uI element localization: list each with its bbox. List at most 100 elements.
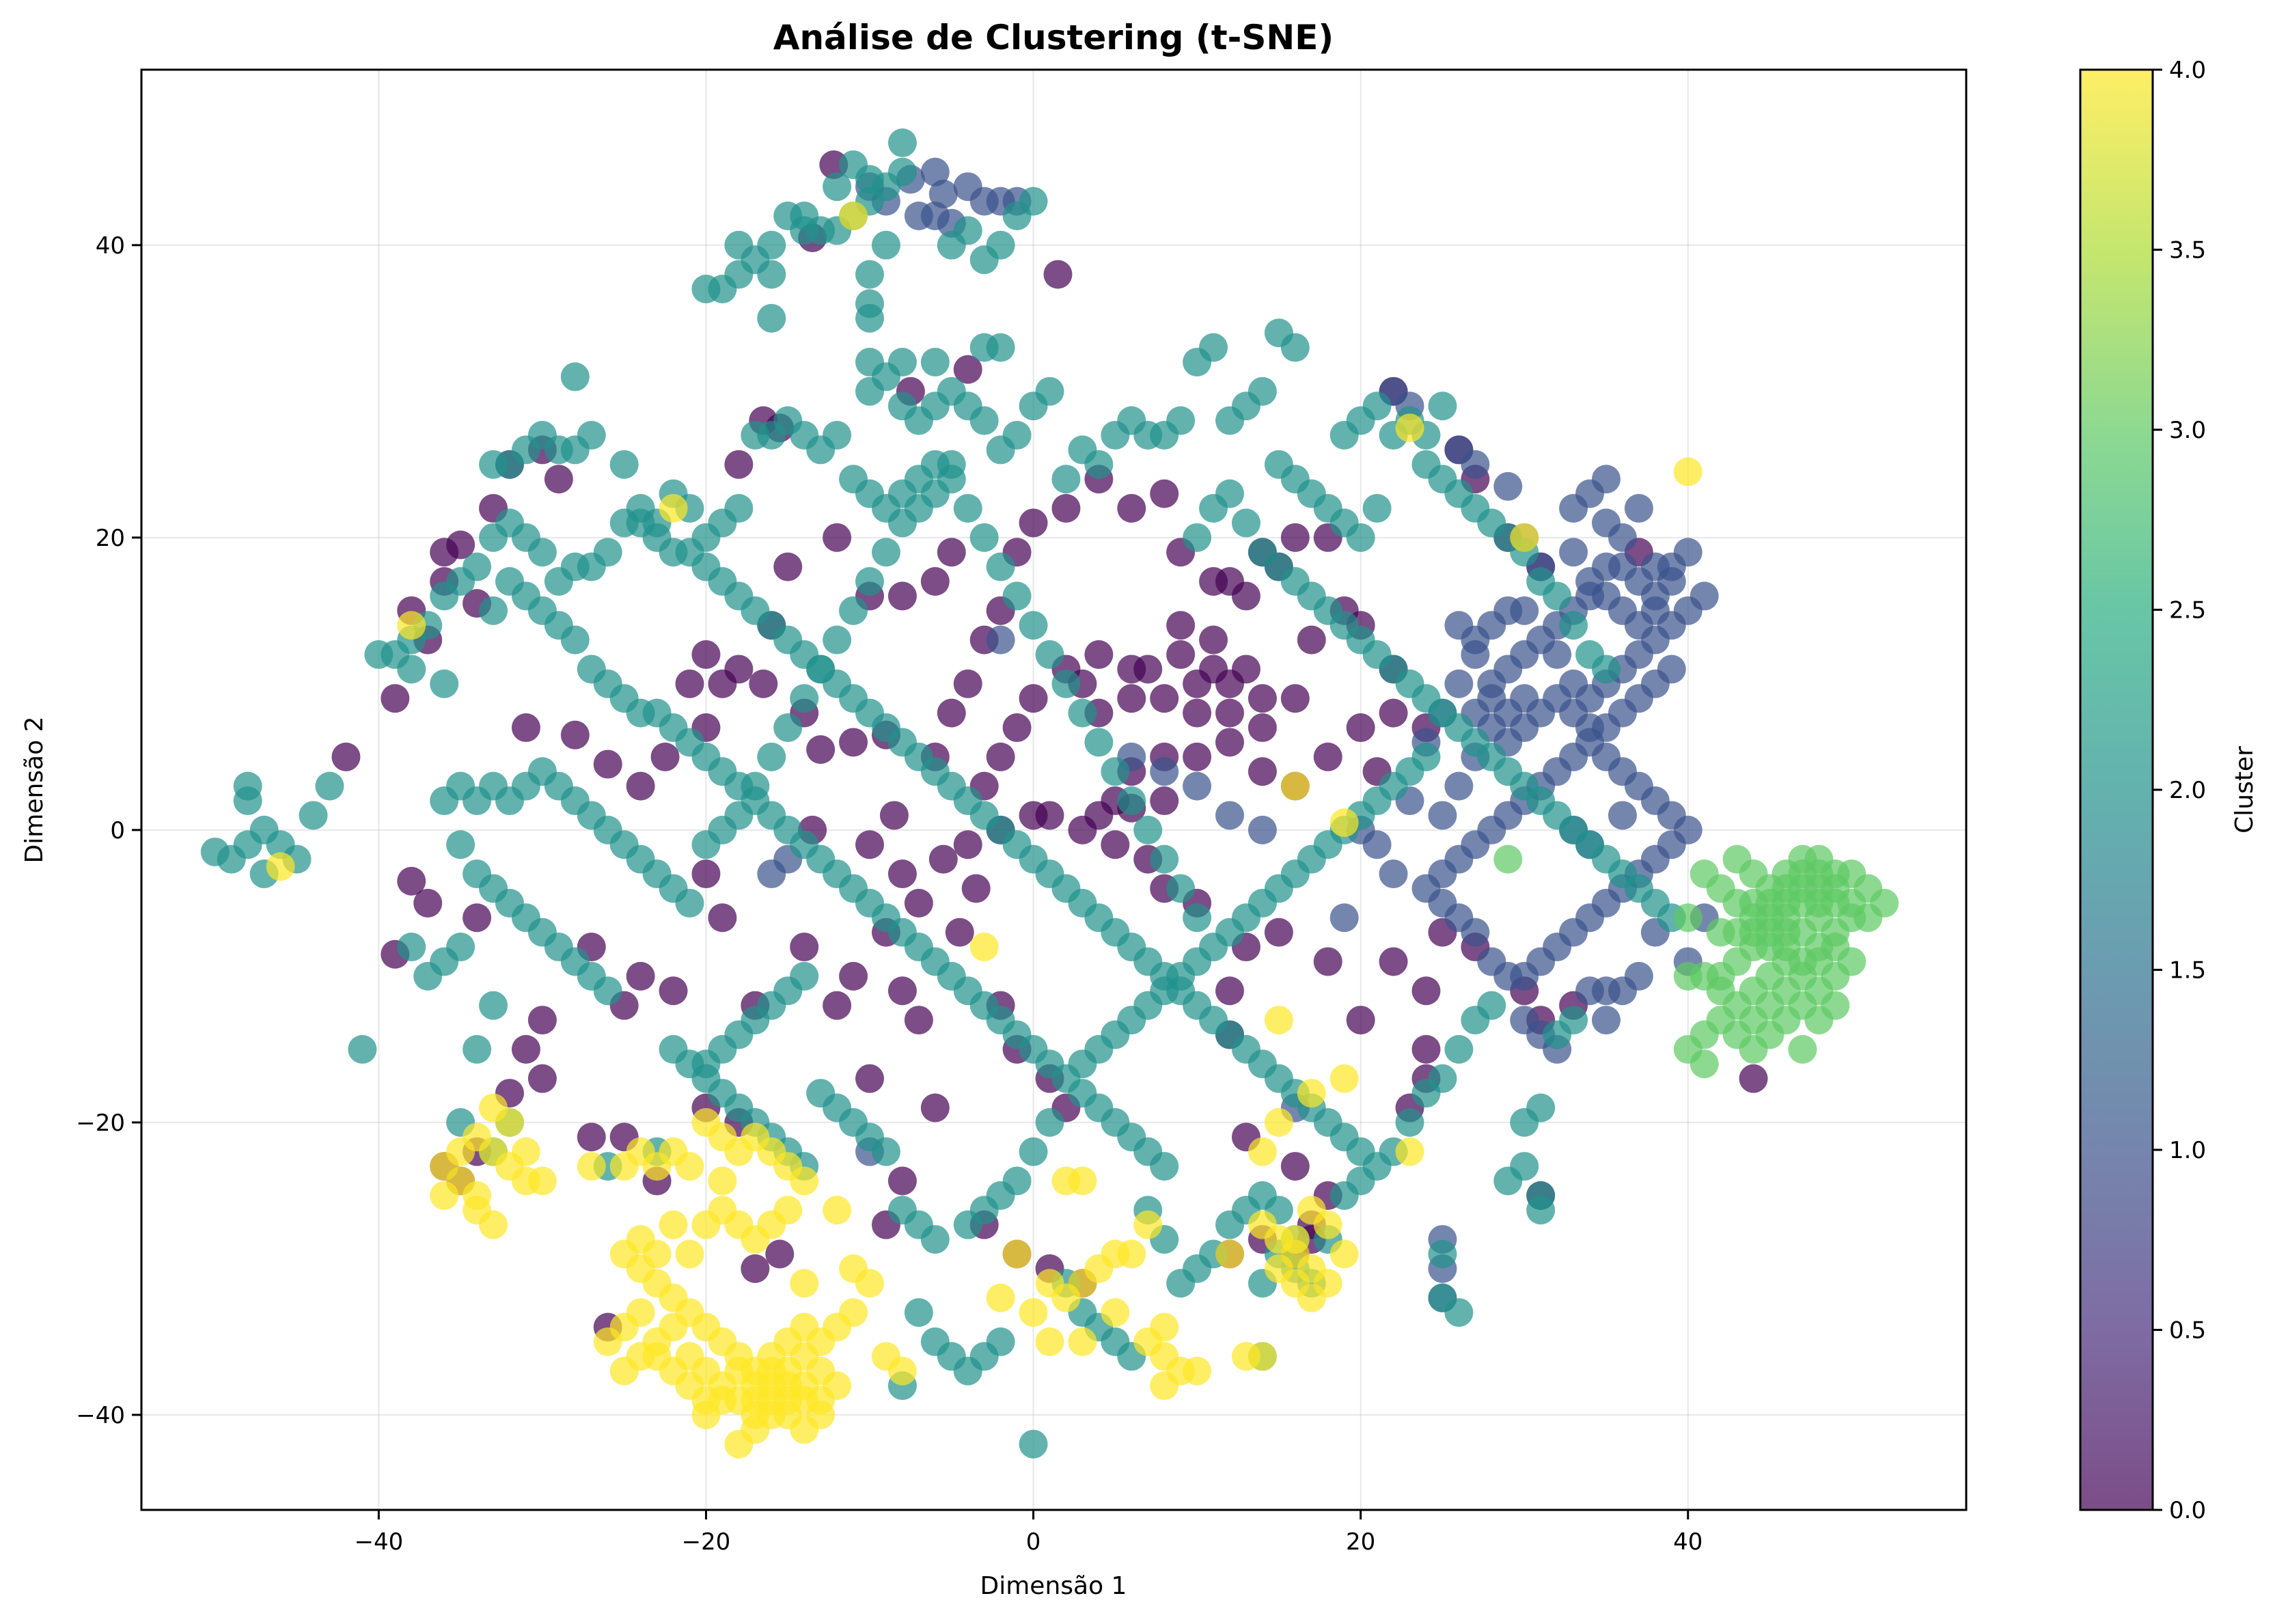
data-point-cluster-4 [855,1269,885,1298]
data-point-cluster-4 [527,1166,557,1196]
colorbar-label: Cluster [2231,746,2259,834]
data-point-cluster-3 [1853,903,1883,933]
data-point-cluster-0 [1346,1006,1375,1035]
data-point-cluster-4 [887,1356,917,1386]
data-point-cluster-0 [1411,976,1441,1006]
data-point-cluster-0 [724,450,754,479]
data-point-cluster-2 [887,128,917,158]
data-point-cluster-2 [1346,523,1375,552]
data-point-cluster-2 [920,348,950,377]
data-point-cluster-2 [1444,1298,1474,1327]
data-point-cluster-2 [871,1137,900,1166]
data-point-cluster-2 [855,348,885,377]
data-point-cluster-0 [953,355,982,384]
data-point-cluster-4 [806,1400,836,1429]
data-point-cluster-3 [1821,859,1850,889]
data-point-cluster-4 [626,1254,655,1283]
data-point-cluster-2 [315,771,344,801]
data-point-cluster-4 [839,202,868,231]
data-point-cluster-2 [1510,1152,1539,1181]
data-point-cluster-4 [430,1181,459,1210]
data-point-cluster-1 [1477,947,1506,976]
data-point-cluster-0 [1199,625,1228,655]
data-point-cluster-0 [823,523,852,552]
colorbar-tick-label: 0.5 [2169,1317,2206,1345]
data-point-cluster-4 [708,1123,737,1152]
data-point-cluster-0 [823,991,852,1020]
data-point-cluster-0 [527,1006,557,1035]
data-point-cluster-1 [1215,801,1245,830]
data-point-cluster-2 [1002,421,1032,450]
data-point-cluster-4 [1215,1239,1245,1269]
data-point-cluster-2 [855,165,885,194]
plot-frame [140,68,1968,1511]
data-point-cluster-1 [1559,538,1588,567]
data-point-cluster-2 [855,260,885,289]
colorbar-tick-label: 2.0 [2169,777,2206,804]
data-point-cluster-2 [1150,844,1179,874]
y-tick-label: 40 [96,232,125,260]
data-point-cluster-0 [1411,1034,1441,1064]
data-point-cluster-1 [1591,465,1621,494]
y-tick-label: −40 [76,1402,125,1429]
data-point-cluster-0 [1215,728,1245,757]
data-point-cluster-2 [397,655,426,684]
data-point-cluster-0 [626,771,655,801]
data-point-cluster-4 [1231,1342,1260,1371]
data-point-cluster-0 [937,698,966,728]
data-point-cluster-2 [463,1034,492,1064]
data-point-cluster-0 [1019,508,1048,538]
data-point-cluster-2 [790,684,819,713]
x-tick-label: 0 [1026,1528,1041,1556]
data-point-cluster-0 [511,1034,540,1064]
data-point-cluster-2 [691,1049,721,1079]
data-point-cluster-1 [1428,801,1457,830]
data-point-cluster-2 [479,450,508,479]
data-point-cluster-4 [577,1152,606,1181]
data-point-cluster-2 [1166,874,1196,903]
data-point-cluster-0 [1084,640,1114,670]
x-tick-label: 20 [1346,1528,1375,1556]
x-tick-label: −40 [354,1528,403,1556]
data-point-cluster-4 [839,1298,868,1327]
data-point-cluster-0 [1150,479,1179,508]
data-point-cluster-0 [945,918,974,947]
y-axis-label: Dimensão 2 [20,717,49,864]
data-point-cluster-4 [986,1283,1015,1312]
data-point-cluster-4 [1329,1239,1359,1269]
data-point-cluster-0 [1247,684,1277,713]
data-point-cluster-1 [1362,830,1392,859]
data-point-cluster-4 [724,1356,754,1386]
data-point-cluster-2 [969,333,999,362]
data-point-cluster-1 [1640,596,1670,625]
data-point-cluster-2 [1002,581,1032,611]
data-point-cluster-0 [1166,640,1196,670]
data-point-cluster-2 [871,230,900,260]
data-point-cluster-2 [446,830,475,859]
data-point-cluster-2 [691,275,721,304]
data-point-cluster-0 [1101,830,1130,859]
data-point-cluster-2 [348,1034,377,1064]
data-point-cluster-0 [331,742,361,771]
data-point-cluster-0 [1215,698,1245,728]
y-tick-label: 0 [110,817,125,844]
data-point-cluster-2 [560,362,590,391]
data-point-cluster-2 [1526,1093,1556,1123]
colorbar-tick-label: 3.0 [2169,417,2206,444]
data-point-cluster-0 [1231,655,1260,684]
data-point-cluster-0 [430,538,459,567]
data-point-cluster-1 [1543,640,1572,670]
data-point-cluster-2 [1019,1137,1048,1166]
data-point-cluster-0 [1297,625,1326,655]
data-point-cluster-4 [1297,1079,1326,1108]
data-point-cluster-2 [724,230,754,260]
data-point-cluster-2 [1247,376,1277,406]
data-point-cluster-4 [1280,771,1310,801]
data-point-cluster-0 [1215,567,1245,596]
data-point-cluster-1 [904,202,933,231]
data-point-cluster-4 [1510,523,1539,552]
y-tick-label: −20 [76,1110,125,1137]
colorbar [2080,70,2153,1510]
